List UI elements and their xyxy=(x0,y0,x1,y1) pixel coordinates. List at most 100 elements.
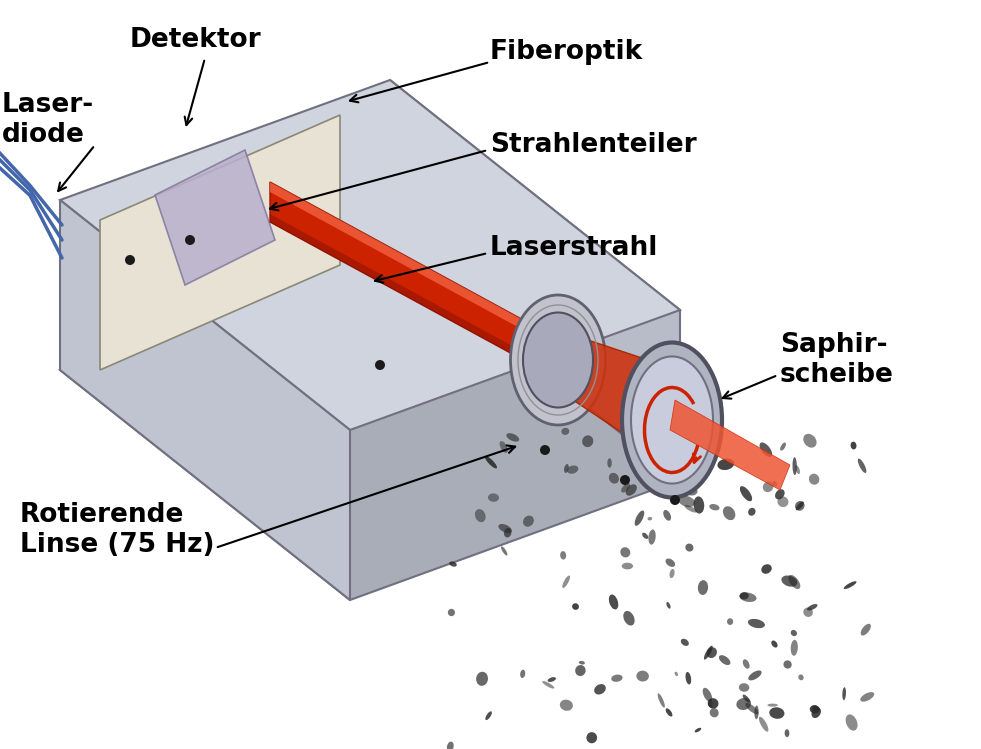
Ellipse shape xyxy=(485,456,497,468)
Ellipse shape xyxy=(622,562,633,569)
Polygon shape xyxy=(390,80,680,480)
Ellipse shape xyxy=(775,489,785,500)
Ellipse shape xyxy=(740,592,749,599)
Ellipse shape xyxy=(844,581,856,589)
Text: Strahlenteiler: Strahlenteiler xyxy=(490,132,697,158)
Ellipse shape xyxy=(670,569,675,578)
Polygon shape xyxy=(60,250,680,600)
Polygon shape xyxy=(558,330,660,450)
Ellipse shape xyxy=(686,544,694,551)
Ellipse shape xyxy=(560,700,573,711)
Ellipse shape xyxy=(609,473,619,484)
Ellipse shape xyxy=(579,661,585,664)
Ellipse shape xyxy=(860,624,871,636)
Ellipse shape xyxy=(739,683,749,692)
Ellipse shape xyxy=(803,607,813,617)
Ellipse shape xyxy=(702,688,712,702)
Ellipse shape xyxy=(796,502,803,510)
Ellipse shape xyxy=(843,688,846,700)
Ellipse shape xyxy=(375,360,385,370)
Ellipse shape xyxy=(560,551,566,560)
Ellipse shape xyxy=(665,559,675,567)
Ellipse shape xyxy=(637,670,648,682)
Ellipse shape xyxy=(645,461,659,474)
Ellipse shape xyxy=(572,603,579,610)
Ellipse shape xyxy=(709,708,719,718)
Ellipse shape xyxy=(486,712,491,720)
Ellipse shape xyxy=(809,705,820,714)
Ellipse shape xyxy=(785,730,790,737)
Ellipse shape xyxy=(791,630,797,636)
Ellipse shape xyxy=(643,533,648,539)
Ellipse shape xyxy=(803,434,816,448)
Ellipse shape xyxy=(811,707,821,718)
Ellipse shape xyxy=(620,475,630,485)
Ellipse shape xyxy=(663,510,671,521)
Ellipse shape xyxy=(686,672,692,685)
Ellipse shape xyxy=(740,486,752,501)
Ellipse shape xyxy=(769,707,785,719)
Ellipse shape xyxy=(501,546,507,556)
Ellipse shape xyxy=(564,464,569,473)
Ellipse shape xyxy=(523,312,593,407)
Ellipse shape xyxy=(809,473,819,485)
Ellipse shape xyxy=(784,661,792,669)
Ellipse shape xyxy=(499,441,508,453)
Ellipse shape xyxy=(694,497,704,514)
Ellipse shape xyxy=(749,508,755,516)
Ellipse shape xyxy=(520,670,525,678)
Ellipse shape xyxy=(767,703,778,706)
Ellipse shape xyxy=(759,443,772,457)
Ellipse shape xyxy=(547,677,556,682)
Ellipse shape xyxy=(737,698,751,710)
Ellipse shape xyxy=(448,609,455,616)
Ellipse shape xyxy=(510,295,605,425)
Ellipse shape xyxy=(749,670,761,680)
Ellipse shape xyxy=(648,530,655,545)
Ellipse shape xyxy=(709,504,719,510)
Ellipse shape xyxy=(607,458,612,467)
Ellipse shape xyxy=(681,639,689,646)
Text: Laserstrahl: Laserstrahl xyxy=(490,235,658,261)
Ellipse shape xyxy=(620,548,631,557)
Polygon shape xyxy=(270,182,560,380)
Ellipse shape xyxy=(488,494,499,502)
Ellipse shape xyxy=(449,562,457,567)
Ellipse shape xyxy=(562,575,570,588)
Ellipse shape xyxy=(807,604,817,610)
Ellipse shape xyxy=(717,458,734,470)
Polygon shape xyxy=(670,400,790,490)
Ellipse shape xyxy=(504,528,511,538)
Ellipse shape xyxy=(851,442,856,449)
Ellipse shape xyxy=(761,564,772,574)
Ellipse shape xyxy=(587,733,597,743)
Ellipse shape xyxy=(763,482,773,492)
Text: Detektor: Detektor xyxy=(129,27,261,53)
Ellipse shape xyxy=(796,465,800,474)
Ellipse shape xyxy=(523,515,534,527)
Ellipse shape xyxy=(476,672,488,686)
Polygon shape xyxy=(270,182,560,350)
Ellipse shape xyxy=(609,595,618,610)
Ellipse shape xyxy=(622,342,722,497)
Ellipse shape xyxy=(707,698,718,709)
Ellipse shape xyxy=(695,728,701,733)
Ellipse shape xyxy=(447,742,453,749)
Ellipse shape xyxy=(740,592,756,602)
Ellipse shape xyxy=(561,428,569,435)
Ellipse shape xyxy=(743,694,750,703)
Text: Laser-
diode: Laser- diode xyxy=(2,92,94,148)
Ellipse shape xyxy=(860,692,874,702)
Ellipse shape xyxy=(743,659,749,669)
Ellipse shape xyxy=(621,483,630,493)
Ellipse shape xyxy=(670,495,680,505)
Ellipse shape xyxy=(567,465,579,474)
Ellipse shape xyxy=(683,484,697,496)
Ellipse shape xyxy=(857,458,866,473)
Ellipse shape xyxy=(685,505,697,512)
Polygon shape xyxy=(60,80,680,430)
Ellipse shape xyxy=(704,646,712,660)
Ellipse shape xyxy=(812,706,818,711)
Ellipse shape xyxy=(727,618,733,625)
Ellipse shape xyxy=(793,457,797,475)
